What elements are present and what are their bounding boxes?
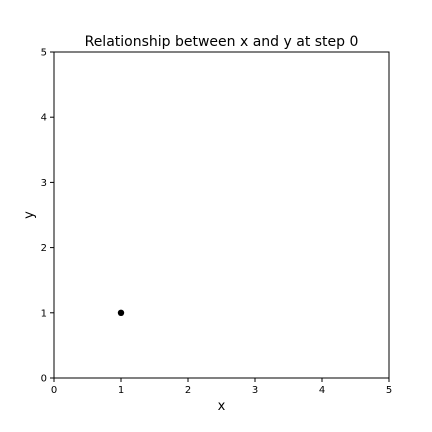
x-tick-label: 5 bbox=[386, 385, 392, 396]
y-axis-ticks: 0 1 2 3 4 5 bbox=[41, 48, 54, 385]
x-tick-label: 3 bbox=[252, 385, 258, 396]
data-point bbox=[117, 309, 125, 316]
y-axis-label: y bbox=[22, 211, 37, 219]
x-tick-label: 0 bbox=[51, 385, 57, 396]
x-tick-label: 4 bbox=[319, 385, 325, 396]
plot-area bbox=[53, 51, 390, 379]
x-tick-label: 2 bbox=[185, 385, 191, 396]
y-tick-label: 5 bbox=[41, 48, 47, 59]
chart-title: Relationship between x and y at step 0 bbox=[85, 34, 359, 50]
y-tick-label: 4 bbox=[41, 113, 47, 124]
x-axis-ticks: 0 1 2 3 4 5 bbox=[51, 378, 392, 396]
y-tick-label: 0 bbox=[41, 374, 47, 385]
y-tick-label: 1 bbox=[41, 308, 47, 319]
x-tick-label: 1 bbox=[118, 385, 124, 396]
x-axis-label: x bbox=[218, 399, 226, 414]
y-tick-label: 2 bbox=[41, 243, 47, 254]
y-tick-label: 3 bbox=[41, 178, 47, 189]
data-points bbox=[117, 309, 125, 316]
